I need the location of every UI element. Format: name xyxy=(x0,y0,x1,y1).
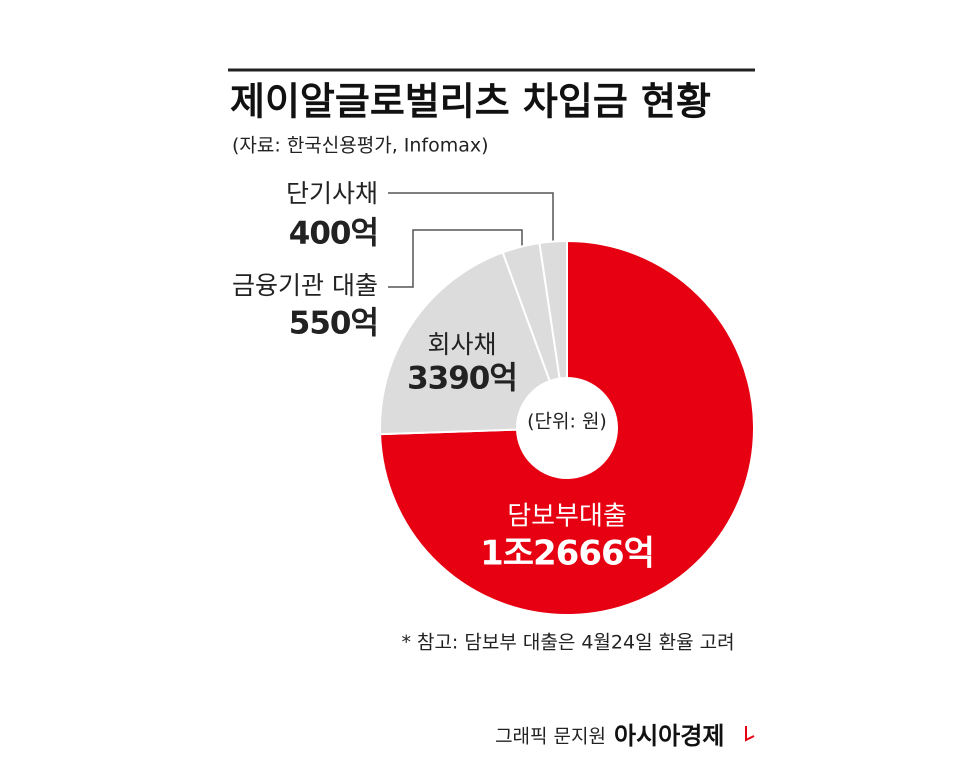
value-label: 400억 xyxy=(289,216,378,252)
leader-line xyxy=(388,229,523,288)
category-label: 담보부대출 xyxy=(507,502,627,532)
note: * 참고: 담보부 대출은 4월24일 환율 고려 xyxy=(401,632,734,654)
center-label: (단위: 원) xyxy=(527,411,607,433)
slice xyxy=(538,239,568,380)
value-label: 3390억 xyxy=(407,361,517,397)
category-label: 금융기관 대출 xyxy=(232,271,378,300)
chart-subtitle: (자료: 한국신용평가, Infomax) xyxy=(232,135,489,157)
credit: 그래픽 문지원 xyxy=(495,726,606,748)
category-label: 회사채 xyxy=(427,330,496,359)
value-label: 1조2666억 xyxy=(480,534,654,574)
brand-mark xyxy=(745,726,755,742)
slice xyxy=(379,251,552,436)
chart-title: 제이알글로벌리츠 차입금 현황 xyxy=(230,80,711,124)
slice xyxy=(379,239,755,616)
value-label: 550억 xyxy=(289,306,378,342)
brand: 아시아경제 xyxy=(614,722,724,750)
category-label: 단기사채 xyxy=(286,179,378,208)
leader-line xyxy=(388,192,554,250)
